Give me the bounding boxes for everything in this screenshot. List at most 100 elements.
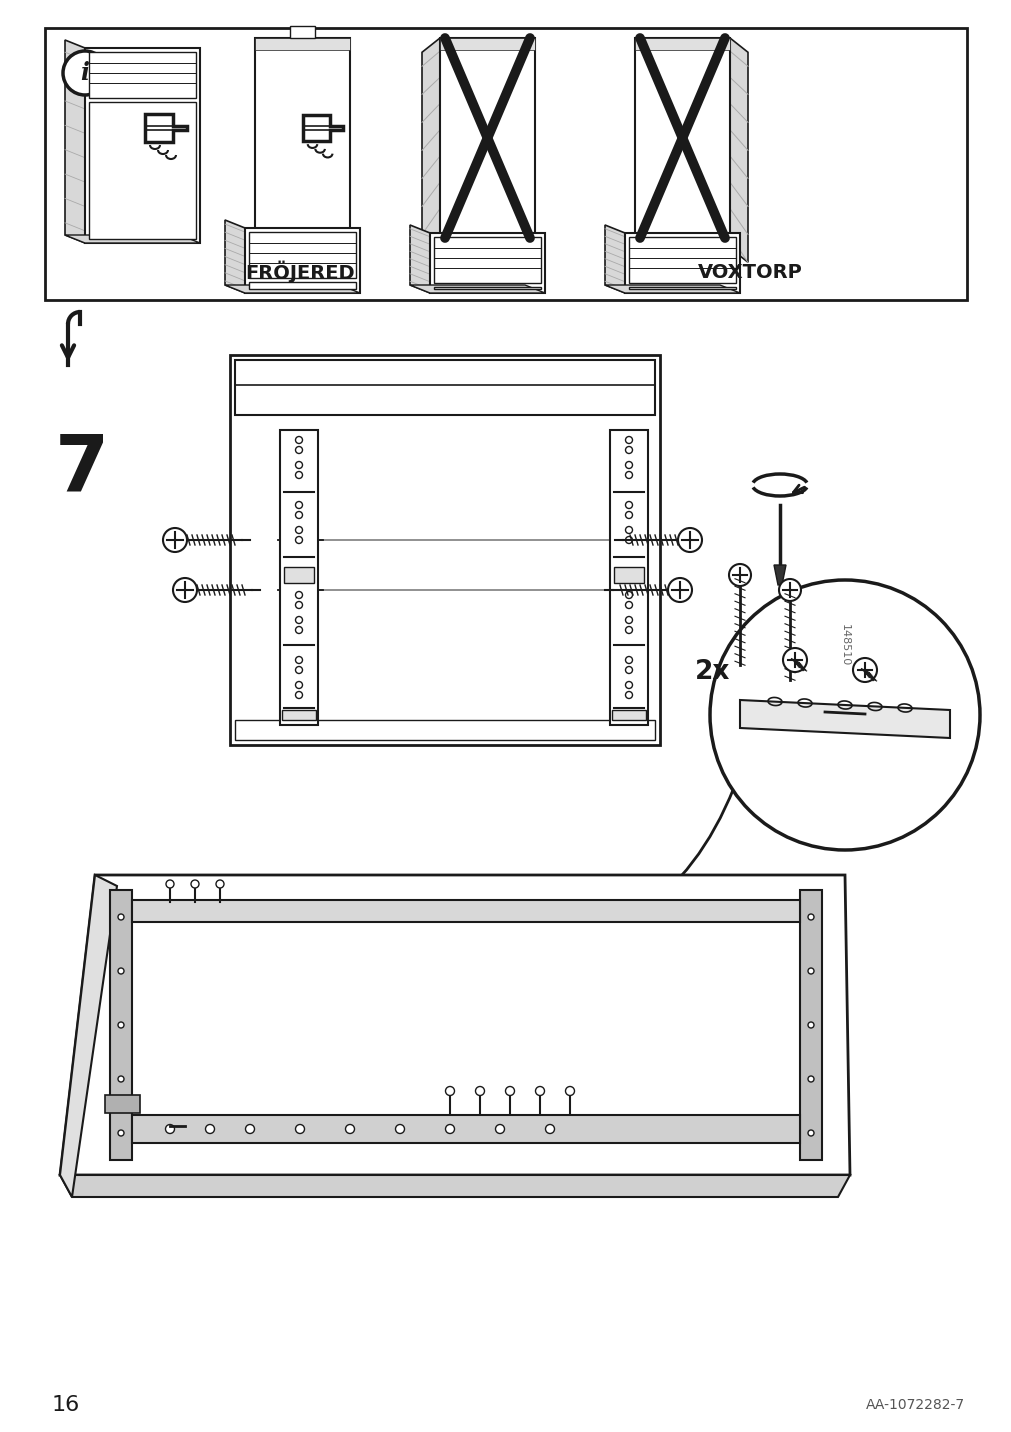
Text: i: i xyxy=(81,62,89,84)
Bar xyxy=(245,228,360,294)
Polygon shape xyxy=(224,285,360,294)
Circle shape xyxy=(625,601,632,609)
Circle shape xyxy=(625,461,632,468)
Text: VOXTORP: VOXTORP xyxy=(697,262,802,282)
Circle shape xyxy=(625,511,632,518)
Circle shape xyxy=(625,537,632,544)
Bar xyxy=(614,567,643,583)
Circle shape xyxy=(295,1124,304,1134)
Circle shape xyxy=(295,617,302,623)
Text: 7: 7 xyxy=(55,430,109,505)
Circle shape xyxy=(728,564,750,586)
Polygon shape xyxy=(605,285,739,294)
Bar xyxy=(800,891,821,1160)
Circle shape xyxy=(295,591,302,599)
Circle shape xyxy=(118,1075,124,1083)
Circle shape xyxy=(625,447,632,454)
Bar xyxy=(282,710,315,720)
Polygon shape xyxy=(60,875,849,1176)
Bar xyxy=(434,286,541,289)
Circle shape xyxy=(778,579,801,601)
Polygon shape xyxy=(605,225,625,294)
Circle shape xyxy=(625,692,632,699)
Bar xyxy=(235,720,654,740)
Circle shape xyxy=(215,881,223,888)
Bar xyxy=(629,238,735,284)
Circle shape xyxy=(118,1022,124,1028)
Circle shape xyxy=(625,682,632,689)
Circle shape xyxy=(625,471,632,478)
Polygon shape xyxy=(729,39,747,262)
Bar xyxy=(255,39,350,248)
Circle shape xyxy=(295,537,302,544)
Bar xyxy=(110,891,131,1160)
Circle shape xyxy=(295,437,302,444)
Circle shape xyxy=(205,1124,214,1134)
Circle shape xyxy=(345,1124,354,1134)
Text: 148510: 148510 xyxy=(839,624,849,666)
Circle shape xyxy=(625,617,632,623)
Circle shape xyxy=(710,580,979,851)
Polygon shape xyxy=(409,225,430,294)
Circle shape xyxy=(625,656,632,663)
Circle shape xyxy=(807,968,813,974)
Circle shape xyxy=(625,666,632,673)
Circle shape xyxy=(118,914,124,919)
Circle shape xyxy=(295,656,302,663)
Circle shape xyxy=(495,1124,504,1134)
Circle shape xyxy=(625,501,632,508)
Circle shape xyxy=(395,1124,404,1134)
Circle shape xyxy=(677,528,702,551)
Polygon shape xyxy=(65,40,85,243)
Circle shape xyxy=(63,52,107,95)
Circle shape xyxy=(625,627,632,633)
Circle shape xyxy=(445,1124,454,1134)
Bar xyxy=(440,39,535,50)
Circle shape xyxy=(535,1087,544,1095)
Bar xyxy=(89,102,196,239)
Polygon shape xyxy=(60,875,117,1197)
Bar xyxy=(249,232,356,278)
Bar xyxy=(280,430,317,725)
Bar xyxy=(249,282,356,289)
Polygon shape xyxy=(131,1116,800,1143)
Circle shape xyxy=(246,1124,254,1134)
Circle shape xyxy=(295,601,302,609)
Bar xyxy=(290,26,314,39)
Circle shape xyxy=(118,968,124,974)
Circle shape xyxy=(625,591,632,599)
Bar xyxy=(284,567,313,583)
Bar xyxy=(440,39,535,248)
Bar xyxy=(610,430,647,725)
Text: 16: 16 xyxy=(52,1395,80,1415)
Circle shape xyxy=(173,579,197,601)
Circle shape xyxy=(295,666,302,673)
Circle shape xyxy=(295,682,302,689)
Bar xyxy=(235,359,654,415)
Bar xyxy=(634,39,729,50)
Circle shape xyxy=(166,1124,174,1134)
Bar xyxy=(89,52,196,97)
Circle shape xyxy=(783,649,806,672)
Text: 2x: 2x xyxy=(695,659,730,684)
Circle shape xyxy=(295,471,302,478)
Circle shape xyxy=(625,437,632,444)
Circle shape xyxy=(118,1130,124,1136)
Text: FRÖJERED: FRÖJERED xyxy=(245,261,355,284)
Circle shape xyxy=(807,914,813,919)
Polygon shape xyxy=(145,115,187,142)
Circle shape xyxy=(163,528,187,551)
Polygon shape xyxy=(224,221,245,294)
Bar xyxy=(625,233,739,294)
Circle shape xyxy=(667,579,692,601)
Circle shape xyxy=(565,1087,574,1095)
Circle shape xyxy=(445,1087,454,1095)
Circle shape xyxy=(295,511,302,518)
Bar xyxy=(105,1095,140,1113)
Circle shape xyxy=(295,527,302,534)
Polygon shape xyxy=(302,115,343,142)
Bar xyxy=(44,29,967,299)
Text: AA-1072282-7: AA-1072282-7 xyxy=(865,1398,964,1412)
Polygon shape xyxy=(60,1176,849,1197)
Circle shape xyxy=(295,461,302,468)
